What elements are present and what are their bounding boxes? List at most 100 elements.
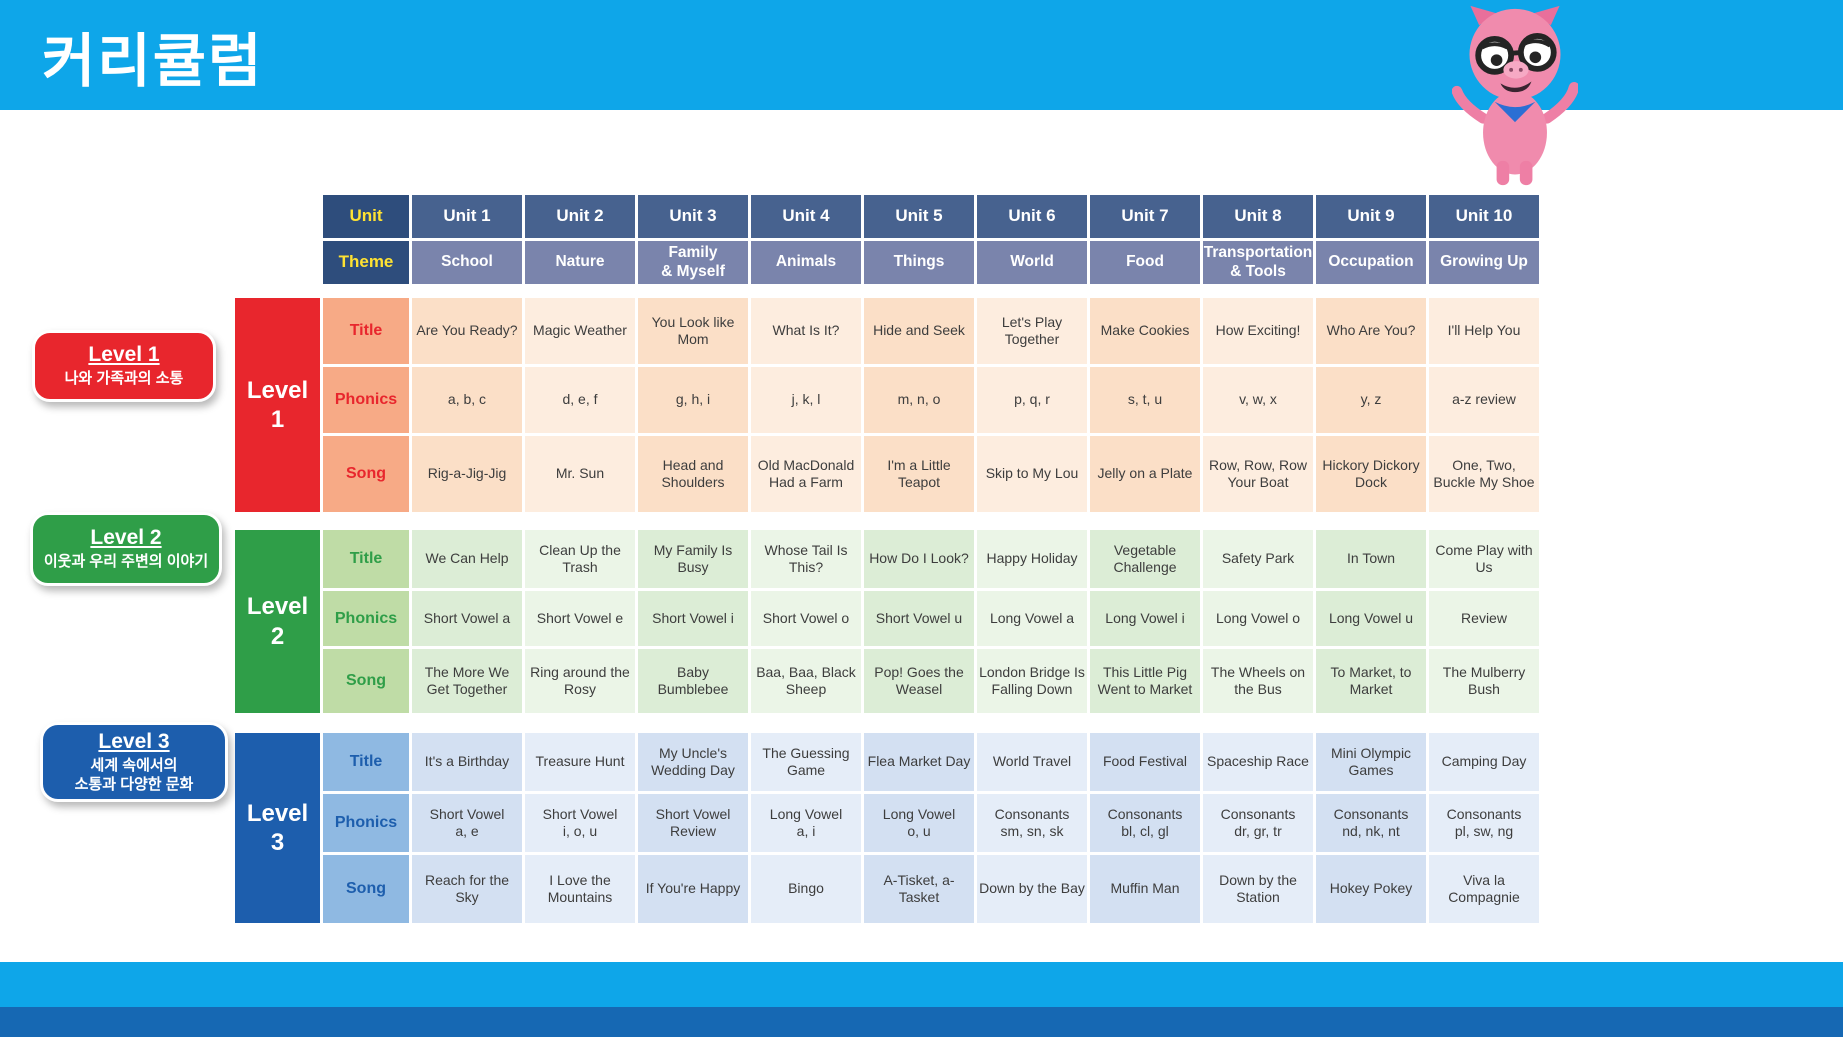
l2-title-u5: How Do I Look? xyxy=(864,530,974,588)
l2-song-u6: London Bridge Is Falling Down xyxy=(977,649,1087,713)
l1-phonics-u9: y, z xyxy=(1316,367,1426,433)
l2-phonics-u10: Review xyxy=(1429,591,1539,646)
l2-title-u7: Vegetable Challenge xyxy=(1090,530,1200,588)
l1-song-u7: Jelly on a Plate xyxy=(1090,436,1200,512)
unit-header-8: Unit 8 xyxy=(1203,195,1313,238)
l3-title-u5: Flea Market Day xyxy=(864,733,974,791)
l3-phonics-u3: Short Vowel Review xyxy=(638,794,748,852)
unit-header-6: Unit 6 xyxy=(977,195,1087,238)
l1-title-u3: You Look like Mom xyxy=(638,298,748,364)
l2-title-u10: Come Play with Us xyxy=(1429,530,1539,588)
bottom-bar-blue xyxy=(0,1007,1843,1037)
level3-badge-title: Level 3 xyxy=(98,730,170,754)
corner-blank xyxy=(235,195,320,238)
l2-title-u9: In Town xyxy=(1316,530,1426,588)
l2-song-u1: The More We Get Together xyxy=(412,649,522,713)
level2-song-label: Song xyxy=(323,649,409,713)
l3-phonics-u10: Consonants pl, sw, ng xyxy=(1429,794,1539,852)
l1-phonics-u6: p, q, r xyxy=(977,367,1087,433)
unit-header-7: Unit 7 xyxy=(1090,195,1200,238)
level1-badge-title: Level 1 xyxy=(88,343,160,367)
l2-song-u2: Ring around the Rosy xyxy=(525,649,635,713)
l2-song-u8: The Wheels on the Bus xyxy=(1203,649,1313,713)
l1-phonics-u7: s, t, u xyxy=(1090,367,1200,433)
level2-title-label: Title xyxy=(323,530,409,588)
l3-song-u9: Hokey Pokey xyxy=(1316,855,1426,923)
l1-song-u6: Skip to My Lou xyxy=(977,436,1087,512)
level1-badge-subtitle: 나와 가족과의 소통 xyxy=(64,370,184,388)
unit-header-2: Unit 2 xyxy=(525,195,635,238)
page-title: 커리큘럼 xyxy=(42,29,264,94)
level2-badge-title: Level 2 xyxy=(90,526,162,550)
l3-phonics-u2: Short Vowel i, o, u xyxy=(525,794,635,852)
l3-title-u3: My Uncle's Wedding Day xyxy=(638,733,748,791)
level2-badge-subtitle: 이웃과 우리 주변의 이야기 xyxy=(43,553,209,571)
l1-title-u6: Let's Play Together xyxy=(977,298,1087,364)
unit-header-10: Unit 10 xyxy=(1429,195,1539,238)
l3-phonics-u5: Long Vowel o, u xyxy=(864,794,974,852)
l2-title-u8: Safety Park xyxy=(1203,530,1313,588)
theme-header-6: World xyxy=(977,241,1087,284)
theme-header-label: Theme xyxy=(323,241,409,284)
l1-phonics-u5: m, n, o xyxy=(864,367,974,433)
l2-song-u4: Baa, Baa, Black Sheep xyxy=(751,649,861,713)
l3-title-u6: World Travel xyxy=(977,733,1087,791)
pig-mascot xyxy=(1452,5,1578,186)
level1-song-label: Song xyxy=(323,436,409,512)
l2-song-u9: To Market, to Market xyxy=(1316,649,1426,713)
l3-title-u2: Treasure Hunt xyxy=(525,733,635,791)
unit-header-4: Unit 4 xyxy=(751,195,861,238)
section-spacer xyxy=(235,716,1539,730)
theme-header-5: Things xyxy=(864,241,974,284)
l1-title-u5: Hide and Seek xyxy=(864,298,974,364)
theme-header-9: Occupation xyxy=(1316,241,1426,284)
l3-song-u7: Muffin Man xyxy=(1090,855,1200,923)
l1-song-u10: One, Two, Buckle My Shoe xyxy=(1429,436,1539,512)
l2-title-u4: Whose Tail Is This? xyxy=(751,530,861,588)
l1-title-u1: Are You Ready? xyxy=(412,298,522,364)
l3-song-u8: Down by the Station xyxy=(1203,855,1313,923)
l2-song-u3: Baby Bumblebee xyxy=(638,649,748,713)
l3-song-u4: Bingo xyxy=(751,855,861,923)
l2-title-u6: Happy Holiday xyxy=(977,530,1087,588)
l2-phonics-u1: Short Vowel a xyxy=(412,591,522,646)
l2-title-u3: My Family Is Busy xyxy=(638,530,748,588)
level3-badge-subtitle: 세계 속에서의 소통과 다양한 문화 xyxy=(74,757,194,793)
l3-phonics-u7: Consonants bl, cl, gl xyxy=(1090,794,1200,852)
l2-phonics-u5: Short Vowel u xyxy=(864,591,974,646)
l1-title-u8: How Exciting! xyxy=(1203,298,1313,364)
l3-phonics-u1: Short Vowel a, e xyxy=(412,794,522,852)
unit-header-1: Unit 1 xyxy=(412,195,522,238)
unit-header-9: Unit 9 xyxy=(1316,195,1426,238)
unit-header-3: Unit 3 xyxy=(638,195,748,238)
level1-title-label: Title xyxy=(323,298,409,364)
l3-title-u9: Mini Olympic Games xyxy=(1316,733,1426,791)
l1-title-u7: Make Cookies xyxy=(1090,298,1200,364)
level1-badge: Level 1 나와 가족과의 소통 xyxy=(32,330,216,402)
level3-song-label: Song xyxy=(323,855,409,923)
theme-header-7: Food xyxy=(1090,241,1200,284)
l3-title-u8: Spaceship Race xyxy=(1203,733,1313,791)
l2-phonics-u2: Short Vowel e xyxy=(525,591,635,646)
l3-title-u1: It's a Birthday xyxy=(412,733,522,791)
l2-phonics-u3: Short Vowel i xyxy=(638,591,748,646)
theme-header-1: School xyxy=(412,241,522,284)
l2-phonics-u9: Long Vowel u xyxy=(1316,591,1426,646)
l1-phonics-u8: v, w, x xyxy=(1203,367,1313,433)
l1-song-u2: Mr. Sun xyxy=(525,436,635,512)
l1-song-u9: Hickory Dickory Dock xyxy=(1316,436,1426,512)
l3-song-u2: I Love the Mountains xyxy=(525,855,635,923)
l1-title-u10: I'll Help You xyxy=(1429,298,1539,364)
l1-phonics-u3: g, h, i xyxy=(638,367,748,433)
section-spacer xyxy=(235,515,1539,527)
l3-phonics-u4: Long Vowel a, i xyxy=(751,794,861,852)
l2-title-u1: We Can Help xyxy=(412,530,522,588)
l3-song-u5: A-Tisket, a-Tasket xyxy=(864,855,974,923)
l1-phonics-u1: a, b, c xyxy=(412,367,522,433)
theme-header-8: Transportation & Tools xyxy=(1203,241,1313,284)
l2-song-u5: Pop! Goes the Weasel xyxy=(864,649,974,713)
l2-song-u7: This Little Pig Went to Market xyxy=(1090,649,1200,713)
unit-header-5: Unit 5 xyxy=(864,195,974,238)
l1-title-u9: Who Are You? xyxy=(1316,298,1426,364)
